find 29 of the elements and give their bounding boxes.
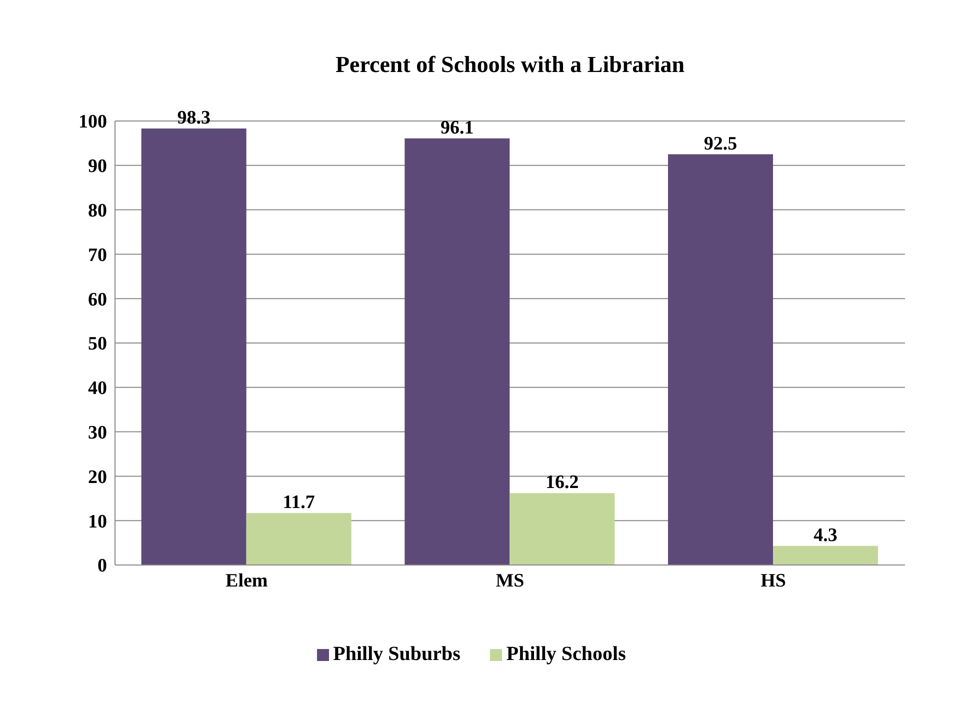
y-tick-label: 0 [98,556,107,577]
y-tick-label: 100 [78,112,107,133]
bar [510,493,615,565]
y-tick-label: 80 [88,200,107,222]
bar [404,138,510,565]
y-tick-label: 60 [88,289,107,310]
data-label: 96.1 [440,117,474,138]
bar [668,154,773,565]
data-label: 98.3 [177,108,210,129]
data-label: 16.2 [546,472,579,494]
y-tick-label: 10 [88,511,107,532]
y-tick-label: 40 [88,378,107,400]
data-label: 4.3 [814,524,838,546]
y-tick-label: 30 [88,422,107,444]
y-tick-label: 90 [88,156,107,178]
x-tick-label: MS [496,570,524,592]
legend-label: Philly Schools [506,643,626,665]
x-tick-label: HS [760,570,786,592]
y-tick-label: 20 [88,466,107,488]
bar [246,513,352,565]
bar [773,546,878,565]
y-tick-label: 50 [88,334,107,355]
data-label: 92.5 [704,133,738,154]
x-tick-label: Elem [226,570,268,592]
chart-title: Percent of Schools with a Librarian [334,52,686,78]
y-tick-label: 70 [88,244,107,266]
bar [141,128,246,565]
data-label: 11.7 [282,492,316,514]
legend-label: Philly Suburbs [333,643,460,665]
